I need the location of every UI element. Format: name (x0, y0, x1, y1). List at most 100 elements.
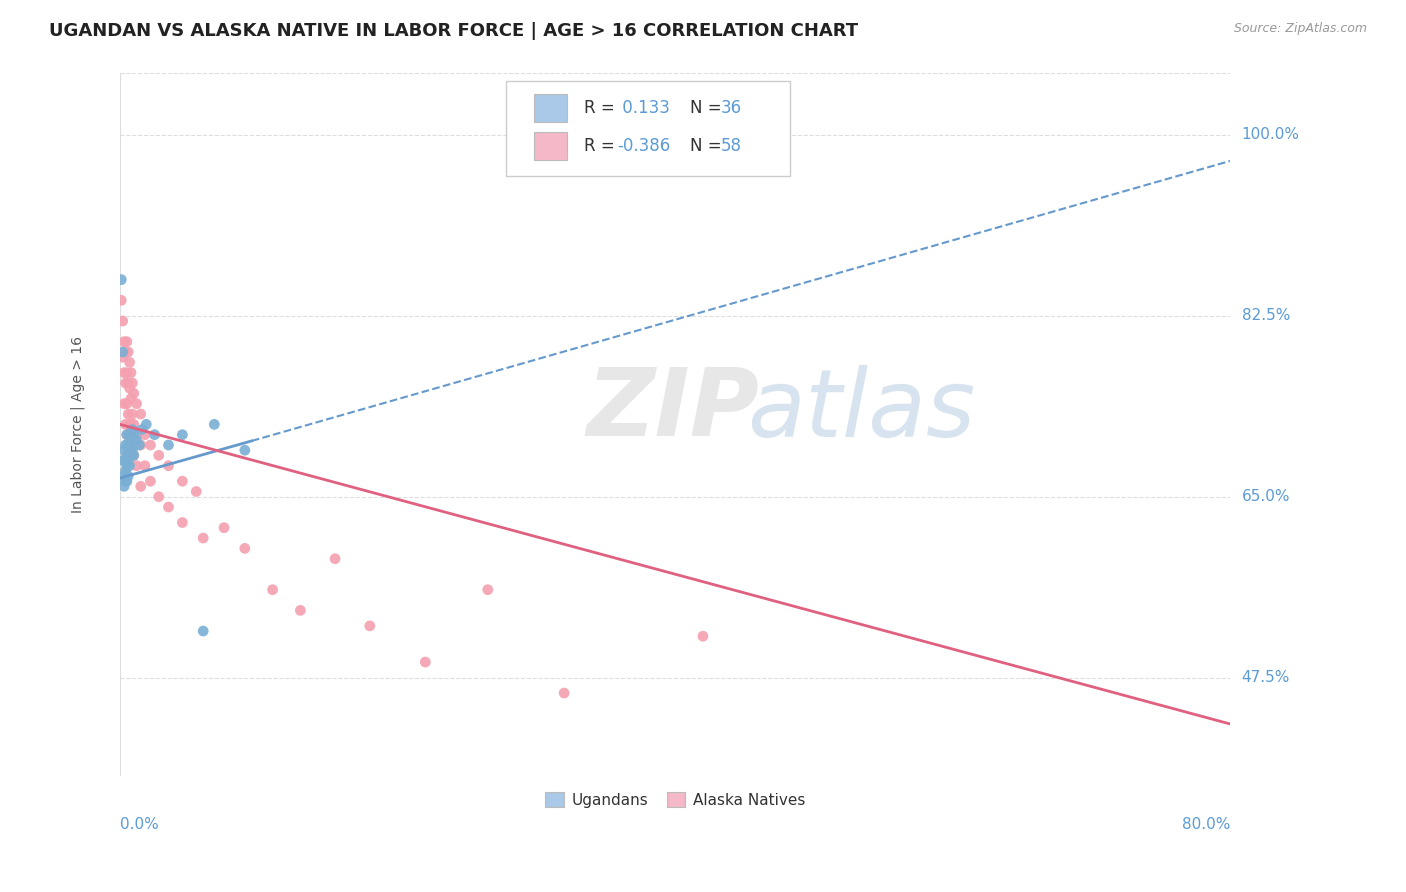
Point (202, 417, 225, 432)
Point (157, 500, 180, 514)
Point (111, 350, 134, 364)
Text: 0.133: 0.133 (617, 99, 671, 117)
Point (114, 464, 136, 478)
Point (121, 423, 143, 437)
FancyBboxPatch shape (534, 132, 568, 161)
Point (118, 355, 141, 369)
Point (115, 448, 138, 462)
Point (114, 345, 136, 359)
Point (148, 448, 170, 462)
Point (118, 417, 141, 432)
Point (122, 417, 145, 432)
Point (110, 293, 132, 308)
Point (114, 453, 136, 467)
Text: R =: R = (583, 137, 614, 155)
Point (262, 582, 284, 597)
Point (120, 438, 142, 452)
Legend: Ugandans, Alaska Natives: Ugandans, Alaska Natives (540, 786, 811, 814)
Point (118, 427, 141, 442)
Point (125, 458, 148, 473)
Point (135, 417, 157, 432)
Point (115, 334, 138, 349)
Point (112, 469, 135, 483)
Text: -0.386: -0.386 (617, 137, 671, 155)
Text: 65.0%: 65.0% (1241, 489, 1291, 504)
Point (157, 438, 180, 452)
Point (139, 438, 162, 452)
Point (233, 541, 256, 556)
Point (120, 366, 142, 380)
Text: 80.0%: 80.0% (1182, 817, 1230, 832)
Text: atlas: atlas (748, 365, 976, 456)
Point (111, 345, 134, 359)
Point (129, 479, 152, 493)
Point (120, 448, 142, 462)
Text: 82.5%: 82.5% (1241, 309, 1289, 323)
Point (413, 655, 436, 669)
Point (117, 469, 139, 483)
Point (118, 443, 141, 458)
Point (111, 314, 134, 328)
Point (553, 686, 575, 700)
Point (186, 484, 208, 499)
Text: 100.0%: 100.0% (1241, 128, 1299, 143)
Point (131, 423, 153, 437)
Point (121, 407, 143, 421)
Point (117, 407, 139, 421)
Point (193, 624, 215, 638)
Point (129, 438, 152, 452)
Point (114, 438, 136, 452)
Point (112, 366, 135, 380)
Point (111, 453, 134, 467)
Point (128, 438, 150, 452)
Point (122, 386, 145, 401)
Point (120, 448, 142, 462)
Point (125, 397, 148, 411)
Text: In Labor Force | Age > 16: In Labor Force | Age > 16 (70, 336, 84, 513)
Point (122, 448, 145, 462)
Point (122, 448, 145, 462)
Point (122, 427, 145, 442)
Point (172, 427, 194, 442)
Text: Source: ZipAtlas.com: Source: ZipAtlas.com (1233, 22, 1367, 36)
Text: 58: 58 (721, 137, 742, 155)
Point (117, 438, 139, 452)
Point (172, 474, 194, 488)
Text: 36: 36 (721, 99, 742, 117)
Point (193, 531, 215, 545)
Point (120, 417, 142, 432)
Point (121, 438, 143, 452)
Text: N =: N = (689, 99, 721, 117)
Point (118, 458, 141, 473)
Point (115, 427, 138, 442)
Point (112, 479, 135, 493)
Point (121, 443, 143, 458)
FancyBboxPatch shape (506, 81, 790, 177)
Point (118, 381, 141, 395)
Point (125, 427, 148, 442)
Point (110, 273, 132, 287)
Point (112, 334, 135, 349)
Text: 0.0%: 0.0% (120, 817, 159, 832)
FancyBboxPatch shape (534, 94, 568, 122)
Point (112, 397, 135, 411)
Point (115, 427, 138, 442)
Point (212, 521, 235, 535)
Point (117, 453, 139, 467)
Point (125, 433, 148, 447)
Point (120, 392, 142, 406)
Point (115, 458, 138, 473)
Point (323, 551, 346, 566)
Point (477, 582, 499, 597)
Point (139, 474, 162, 488)
Point (114, 376, 136, 390)
Point (121, 376, 143, 390)
Text: N =: N = (689, 137, 721, 155)
Point (115, 397, 138, 411)
Point (117, 438, 139, 452)
Point (115, 474, 138, 488)
Point (134, 458, 156, 473)
Point (692, 629, 714, 643)
Text: 47.5%: 47.5% (1241, 670, 1289, 685)
Point (117, 345, 139, 359)
